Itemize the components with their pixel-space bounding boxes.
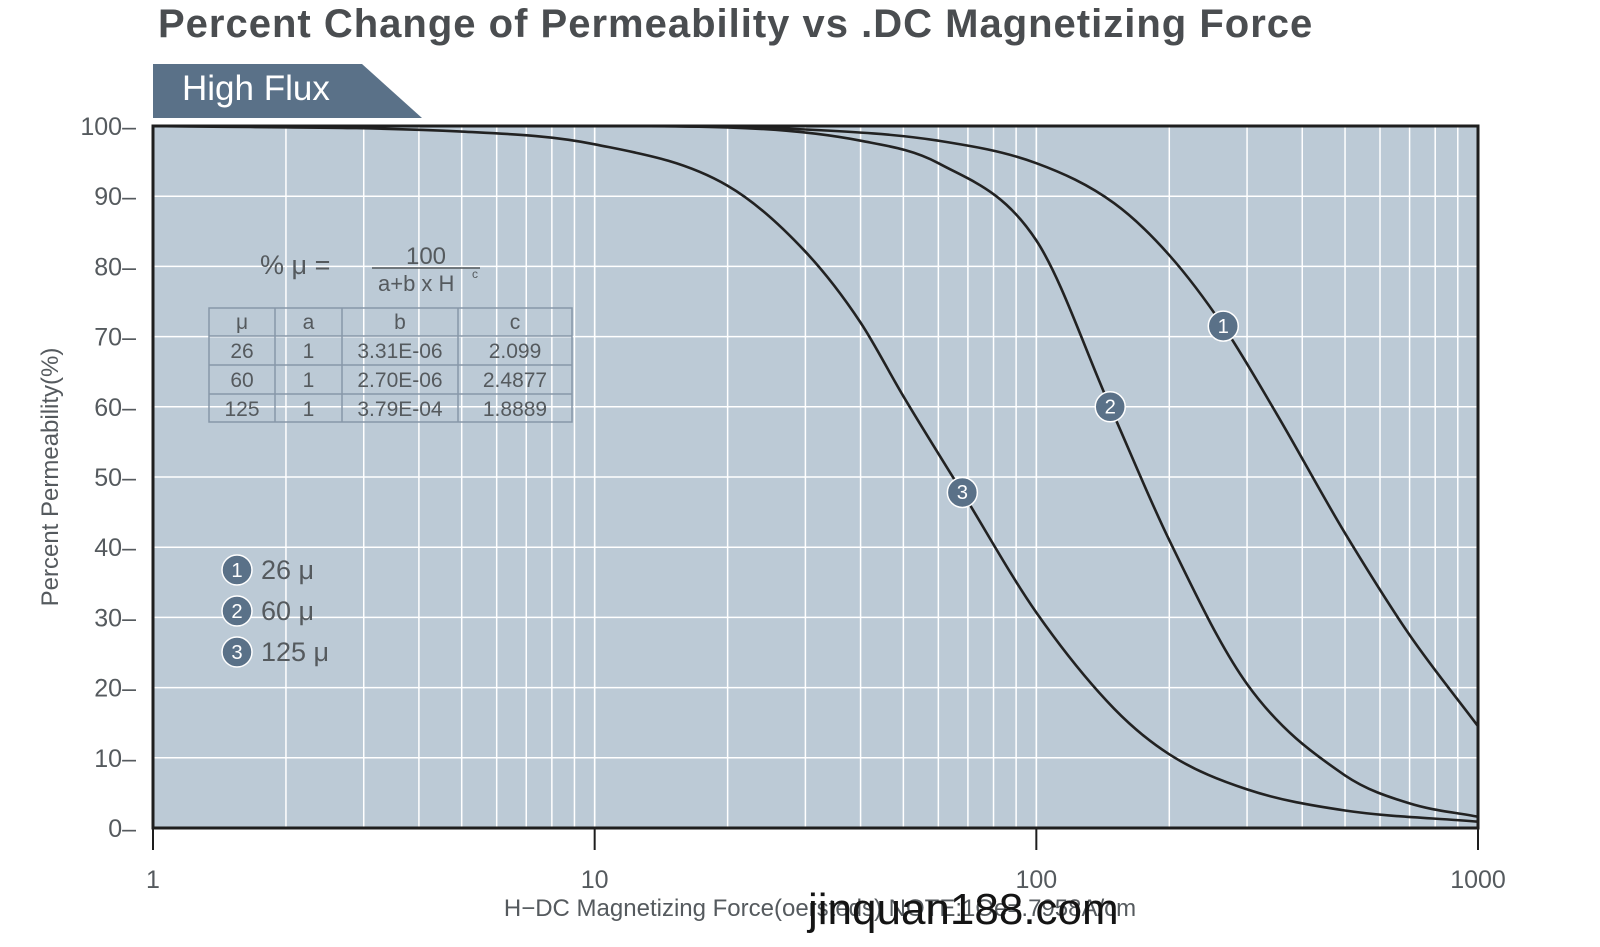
coef-table-cell: 2.70E-06 [357, 369, 442, 392]
y-tick-label: 20– [94, 675, 136, 703]
legend-marker-3-label: 3 [231, 642, 242, 664]
chart-title: Percent Change of Permeability vs .DC Ma… [158, 2, 1314, 46]
coef-table-cell: 3.31E-06 [357, 340, 442, 363]
coef-table-cell: 1.8889 [483, 398, 547, 421]
coef-table-cell: 1 [303, 369, 315, 392]
series-marker-3-label: 3 [957, 482, 968, 504]
coef-table-cell: 3.79E-04 [357, 398, 443, 421]
legend-label-2: 60 μ [261, 596, 314, 626]
legend-label-1: 26 μ [261, 555, 314, 585]
legend-marker-3 [221, 636, 253, 668]
coef-table-header: b [394, 311, 406, 334]
coef-table-cell: 60 [230, 369, 253, 392]
formula-lhs: % μ = [260, 250, 330, 280]
coef-table-header: μ [236, 311, 248, 334]
y-tick-label: 90– [94, 183, 136, 211]
series-line-3 [152, 124, 1479, 823]
y-axis-label: Percent Permeability(%) [37, 348, 64, 607]
series-tab-shape [153, 64, 422, 118]
coef-table-cell: 2.4877 [483, 369, 547, 392]
y-tick-label: 10– [94, 745, 136, 773]
series-marker-2 [1094, 391, 1126, 423]
legend-marker-1-label: 1 [231, 560, 242, 582]
y-tick-label: 70– [94, 324, 136, 352]
formula-denominator: a+b x H [378, 271, 454, 296]
y-tick-label: 60– [94, 394, 136, 422]
legend-label-3: 125 μ [261, 637, 329, 667]
coef-table-header: a [303, 311, 315, 334]
x-tick-label: 10 [581, 866, 609, 894]
x-tick-label: 100 [1015, 866, 1057, 894]
legend-marker-2-label: 2 [231, 601, 242, 623]
x-axis-label: H−DC Magnetizing Force(oersteds) NOTE:1O… [504, 895, 1136, 922]
series-marker-2-label: 2 [1105, 397, 1116, 419]
series-marker-1 [1207, 310, 1240, 342]
y-tick-label: 40– [94, 534, 136, 562]
formula-exponent: c [472, 267, 478, 281]
watermark: jinquan188.com [808, 885, 1119, 934]
formula-numerator: 100 [406, 243, 446, 270]
coef-table-cell: 1 [303, 340, 315, 363]
series-marker-1-label: 1 [1218, 316, 1229, 338]
plot-frame [151, 124, 1480, 830]
coef-table-cell: 125 [224, 398, 259, 421]
y-tick-label: 30– [94, 604, 136, 632]
legend-marker-1 [221, 554, 253, 586]
x-tick-label: 1 [146, 866, 160, 894]
coef-table-cell: 1 [303, 398, 315, 421]
y-tick-label: 50– [94, 464, 136, 492]
coef-table-cell: 2.099 [489, 340, 542, 363]
series-tab-label: High Flux [182, 69, 330, 108]
y-tick-label: 0– [108, 815, 136, 843]
coef-table-cell: 26 [230, 340, 253, 363]
series-marker-3 [946, 476, 979, 509]
y-tick-label: 100– [80, 113, 136, 141]
coef-table-header: c [510, 311, 521, 334]
y-tick-label: 80– [94, 253, 136, 281]
x-tick-label: 1000 [1450, 866, 1506, 894]
legend-marker-2 [221, 595, 253, 627]
